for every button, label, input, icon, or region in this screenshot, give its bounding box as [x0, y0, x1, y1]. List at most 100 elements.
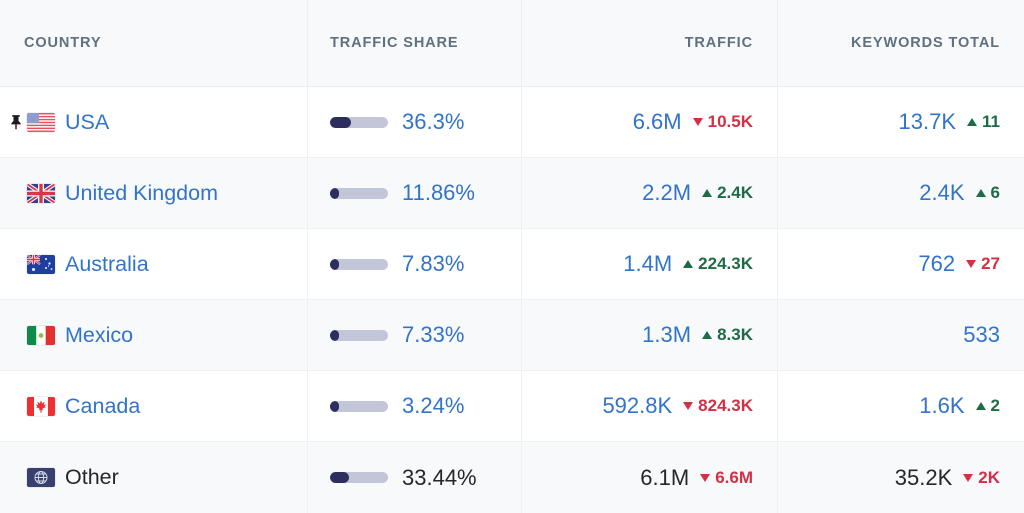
triangle-up-icon [975, 189, 986, 197]
traffic-delta: 2.4K [702, 183, 753, 203]
traffic-value: 2.2M [642, 180, 692, 205]
flag-canada [27, 396, 55, 416]
traffic-share-bar [330, 400, 388, 412]
keywords-total-value: 2.4K [919, 180, 965, 205]
traffic-share-value: 3.24% [402, 393, 465, 418]
cell-traffic: 1.4M 224.3K [521, 229, 777, 299]
triangle-up-icon [702, 331, 713, 339]
triangle-down-icon [683, 402, 694, 410]
flag-mexico [27, 325, 55, 345]
cell-keywords-total: 533 [777, 300, 1024, 370]
triangle-down-icon [966, 260, 977, 268]
keywords-total-delta: 27 [966, 254, 1000, 274]
cell-traffic: 6.6M 10.5K [521, 87, 777, 157]
traffic-delta-value: 2.4K [717, 183, 753, 202]
table-header-row: COUNTRY TRAFFIC SHARE TRAFFIC KEYWORDS T… [0, 0, 1024, 87]
cell-traffic: 6.1M 6.6M [521, 442, 777, 513]
cell-country: Other [0, 442, 307, 513]
table-row[interactable]: USA 36.3% 6.6M 10.5K 13.7K 11 [0, 87, 1024, 158]
table-row[interactable]: Canada 3.24% 592.8K 824.3K 1.6K 2 [0, 371, 1024, 442]
traffic-delta: 6.6M [700, 468, 753, 488]
pin-icon[interactable] [5, 114, 27, 130]
traffic-delta: 824.3K [683, 396, 753, 416]
cell-country: Australia [0, 229, 307, 299]
column-header-keywords-total-label: KEYWORDS TOTAL [850, 35, 1000, 51]
keywords-total-delta-value: 27 [981, 254, 1000, 273]
traffic-share-bar-fill [330, 400, 339, 412]
triangle-up-icon [967, 118, 978, 126]
cell-country: USA [0, 87, 307, 157]
country-name-link[interactable]: Australia [65, 251, 149, 276]
column-header-traffic-share[interactable]: TRAFFIC SHARE [307, 0, 521, 86]
country-name-link[interactable]: USA [65, 109, 110, 134]
keywords-total-delta: 2 [975, 396, 1000, 416]
keywords-total-value: 35.2K [894, 464, 953, 490]
table-row[interactable]: Mexico 7.33% 1.3M 8.3K 533 [0, 300, 1024, 371]
column-header-country[interactable]: COUNTRY [0, 0, 307, 86]
flag-australia [27, 254, 55, 274]
traffic-delta-value: 10.5K [707, 112, 753, 131]
traffic-share-value: 7.33% [402, 322, 465, 347]
traffic-delta: 10.5K [692, 112, 753, 132]
traffic-share-bar-fill [330, 187, 339, 199]
column-header-traffic-share-label: TRAFFIC SHARE [330, 35, 459, 51]
cell-keywords-total: 35.2K 2K [777, 442, 1024, 513]
cell-traffic: 2.2M 2.4K [521, 158, 777, 228]
traffic-delta-value: 824.3K [698, 396, 753, 415]
column-header-traffic[interactable]: TRAFFIC [521, 0, 777, 86]
keywords-total-value: 533 [963, 322, 1000, 347]
keywords-total-delta: 6 [975, 183, 1000, 203]
table-body: USA 36.3% 6.6M 10.5K 13.7K 11 United Kingdom 1… [0, 87, 1024, 513]
triangle-down-icon [692, 118, 703, 126]
traffic-share-value: 33.44% [402, 464, 477, 490]
cell-keywords-total: 13.7K 11 [777, 87, 1024, 157]
table-row[interactable]: Australia 7.83% 1.4M 224.3K 762 27 [0, 229, 1024, 300]
keywords-total-delta: 11 [967, 112, 1000, 132]
keywords-total-delta-value: 11 [982, 112, 1000, 131]
keywords-total-delta: 2K [963, 468, 1000, 488]
traffic-share-value: 11.86% [402, 180, 475, 205]
triangle-up-icon [683, 260, 694, 268]
traffic-share-bar [330, 329, 388, 341]
globe-icon [27, 468, 55, 487]
country-name-link[interactable]: United Kingdom [65, 180, 218, 205]
traffic-share-value: 7.83% [402, 251, 465, 276]
traffic-delta-value: 8.3K [717, 325, 753, 344]
traffic-share-bar-fill [330, 329, 339, 341]
cell-country: Canada [0, 371, 307, 441]
cell-traffic-share: 33.44% [307, 442, 521, 513]
cell-traffic-share: 11.86% [307, 158, 521, 228]
cell-traffic-share: 7.33% [307, 300, 521, 370]
flag-usa [27, 112, 55, 132]
keywords-total-value: 762 [918, 251, 956, 276]
traffic-share-bar [330, 472, 388, 483]
cell-keywords-total: 1.6K 2 [777, 371, 1024, 441]
cell-country: United Kingdom [0, 158, 307, 228]
table-row[interactable]: United Kingdom 11.86% 2.2M 2.4K 2.4K 6 [0, 158, 1024, 229]
traffic-share-bar-fill [330, 258, 339, 270]
column-header-keywords-total[interactable]: KEYWORDS TOTAL [777, 0, 1024, 86]
traffic-share-bar [330, 187, 388, 199]
traffic-value: 592.8K [602, 393, 673, 418]
table-row[interactable]: Other 33.44% 6.1M 6.6M 35.2K 2K [0, 442, 1024, 513]
country-name-link[interactable]: Mexico [65, 322, 134, 347]
triangle-down-icon [963, 473, 974, 482]
traffic-share-bar-fill [330, 116, 352, 128]
traffic-delta-value: 224.3K [698, 254, 753, 273]
triangle-up-icon [702, 189, 713, 197]
traffic-value: 1.4M [623, 251, 673, 276]
cell-traffic-share: 36.3% [307, 87, 521, 157]
column-header-country-label: COUNTRY [24, 35, 102, 51]
country-name-link: Other [65, 465, 119, 489]
traffic-value: 6.1M [640, 464, 690, 490]
traffic-share-bar [330, 116, 388, 128]
cell-keywords-total: 762 27 [777, 229, 1024, 299]
traffic-value: 6.6M [632, 109, 682, 134]
traffic-delta: 8.3K [702, 325, 753, 345]
cell-traffic-share: 3.24% [307, 371, 521, 441]
keywords-total-delta-value: 2 [990, 396, 1000, 415]
keywords-total-delta-value: 2K [978, 467, 1000, 487]
country-name-link[interactable]: Canada [65, 393, 141, 418]
cell-country: Mexico [0, 300, 307, 370]
triangle-down-icon [700, 473, 711, 482]
